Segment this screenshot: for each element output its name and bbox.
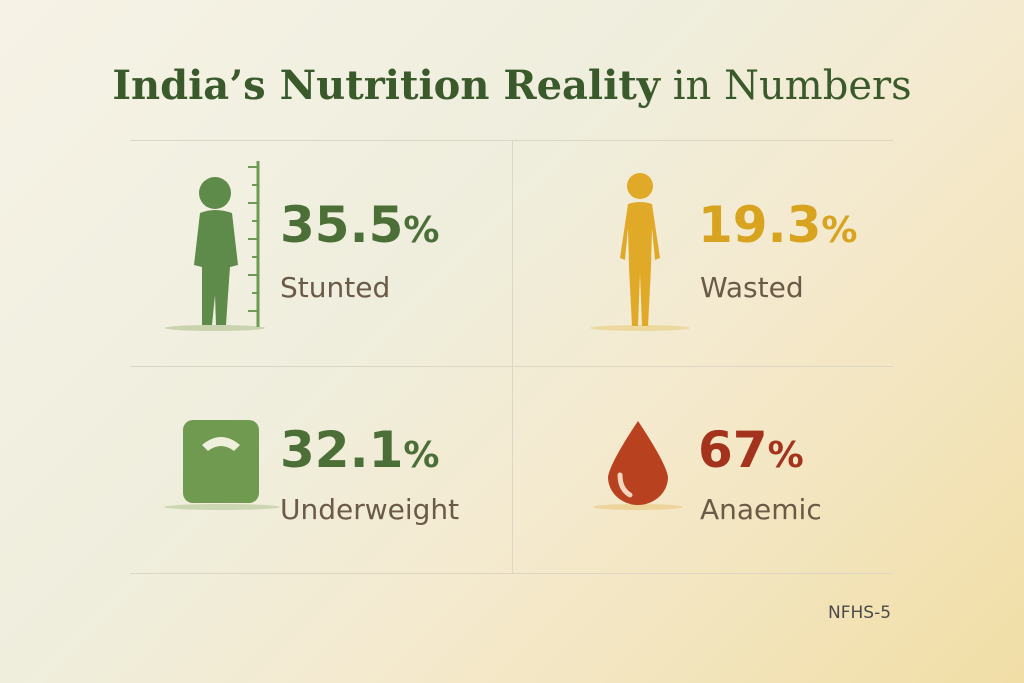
unit: % <box>767 435 804 476</box>
source: NFHS-5 <box>828 603 892 623</box>
stat-value: 19.3% <box>698 200 857 250</box>
stat-value: 35.5% <box>280 200 439 250</box>
unit: % <box>821 210 858 251</box>
title-rest: in Numbers <box>672 63 912 109</box>
stat-label: Stunted <box>280 271 391 304</box>
stat-label: Anaemic <box>700 493 822 526</box>
stat-value: 32.1% <box>280 425 439 475</box>
divider <box>512 140 513 573</box>
value: 67 <box>698 421 768 479</box>
value: 35.5 <box>280 196 404 254</box>
blood-drop-icon <box>593 421 683 510</box>
value: 32.1 <box>280 421 404 479</box>
stat-label: Wasted <box>700 271 804 304</box>
title: India’s Nutrition Reality in Numbers <box>0 62 1024 109</box>
scale-icon <box>164 420 280 510</box>
unit: % <box>403 435 440 476</box>
child-height-icon <box>165 161 265 331</box>
thin-body-icon <box>590 173 690 331</box>
stat-label: Underweight <box>280 493 460 526</box>
unit: % <box>403 210 440 251</box>
value: 19.3 <box>698 196 822 254</box>
divider <box>130 140 893 141</box>
title-emphasis: India’s Nutrition Reality <box>112 62 661 109</box>
stat-value: 67% <box>698 425 804 475</box>
divider <box>130 366 893 367</box>
divider <box>130 573 893 574</box>
